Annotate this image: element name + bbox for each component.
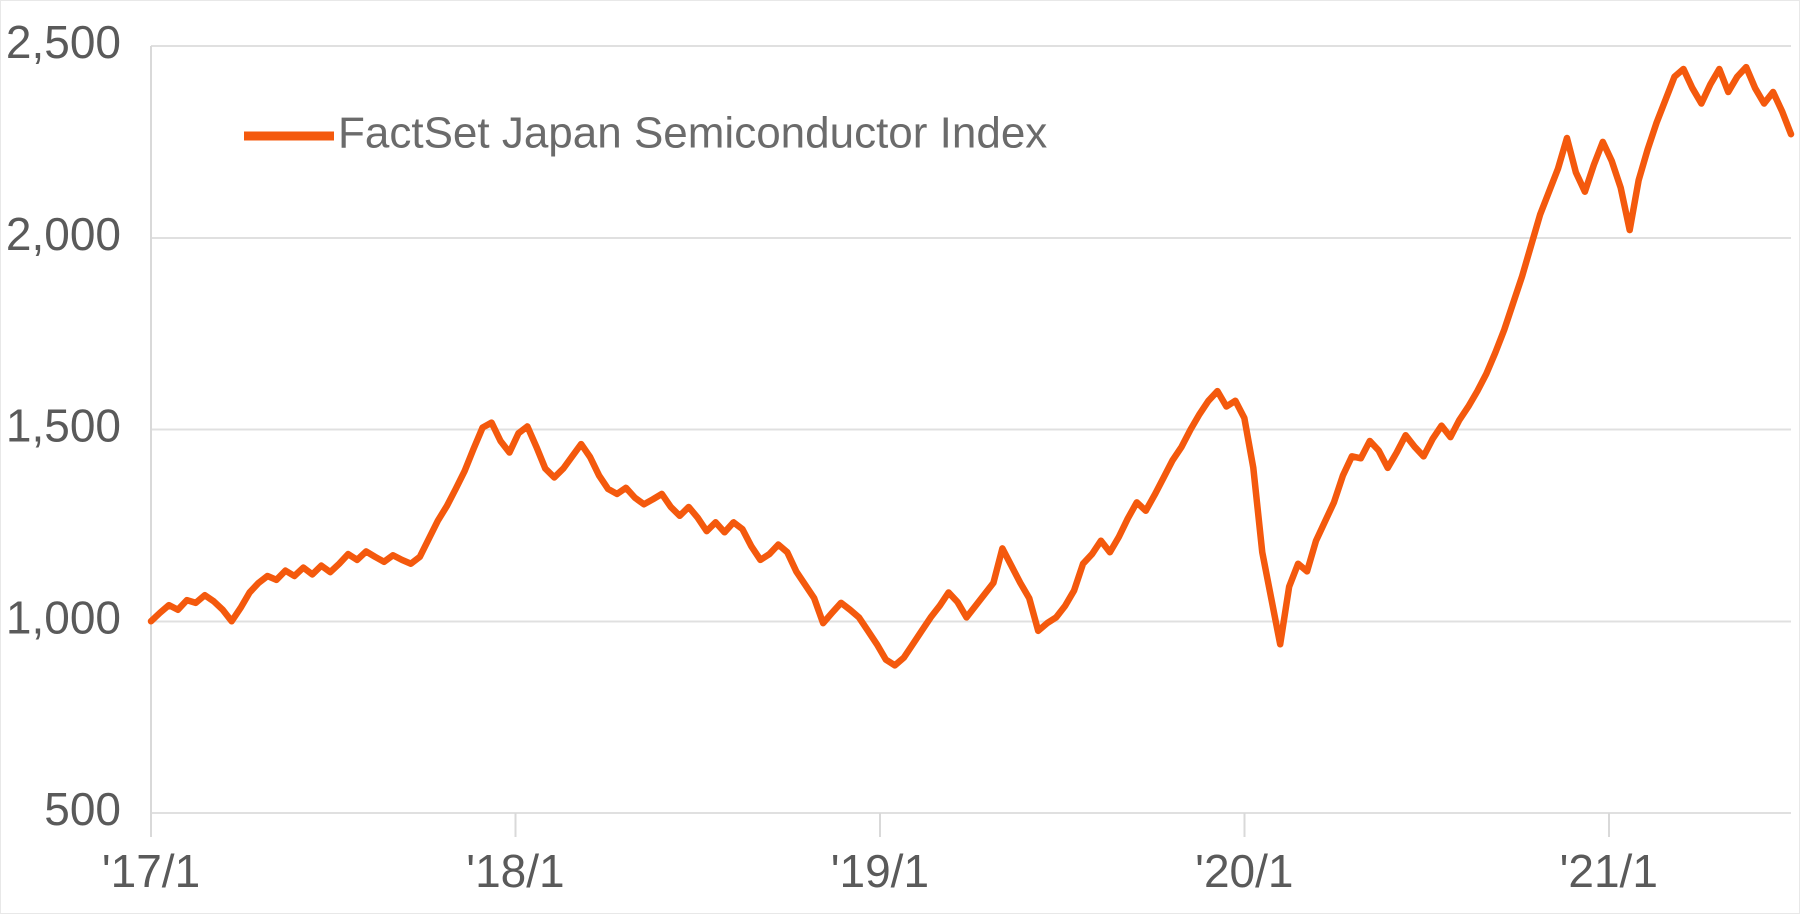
gridlines — [151, 45, 1791, 814]
legend-label: FactSet Japan Semiconductor Index — [338, 109, 1047, 158]
y-axis-tick-labels: 500 1,000 1,500 2,000 2,500 — [6, 16, 121, 835]
chart-legend: FactSet Japan Semiconductor Index — [244, 109, 1047, 158]
x-axis-tick-label: '18/1 — [466, 845, 564, 897]
y-axis-tick-label: 2,000 — [6, 208, 121, 260]
x-axis-tick-labels: '17/1 '18/1 '19/1 '20/1 '21/1 — [102, 845, 1658, 897]
x-axis-tick-label: '21/1 — [1560, 845, 1658, 897]
series-lines — [147, 63, 1795, 669]
y-axis-tick-label: 2,500 — [6, 16, 121, 68]
series-line-japan-semiconductor-index — [147, 63, 1795, 669]
x-axis-tick-label: '20/1 — [1195, 845, 1293, 897]
y-axis-tick-label: 500 — [44, 783, 121, 835]
x-axis-tick-marks — [150, 813, 1610, 837]
y-axis-tick-label: 1,000 — [6, 591, 121, 643]
x-axis-tick-label: '17/1 — [102, 845, 200, 897]
x-axis-tick-label: '19/1 — [831, 845, 929, 897]
y-axis-tick-label: 1,500 — [6, 400, 121, 452]
